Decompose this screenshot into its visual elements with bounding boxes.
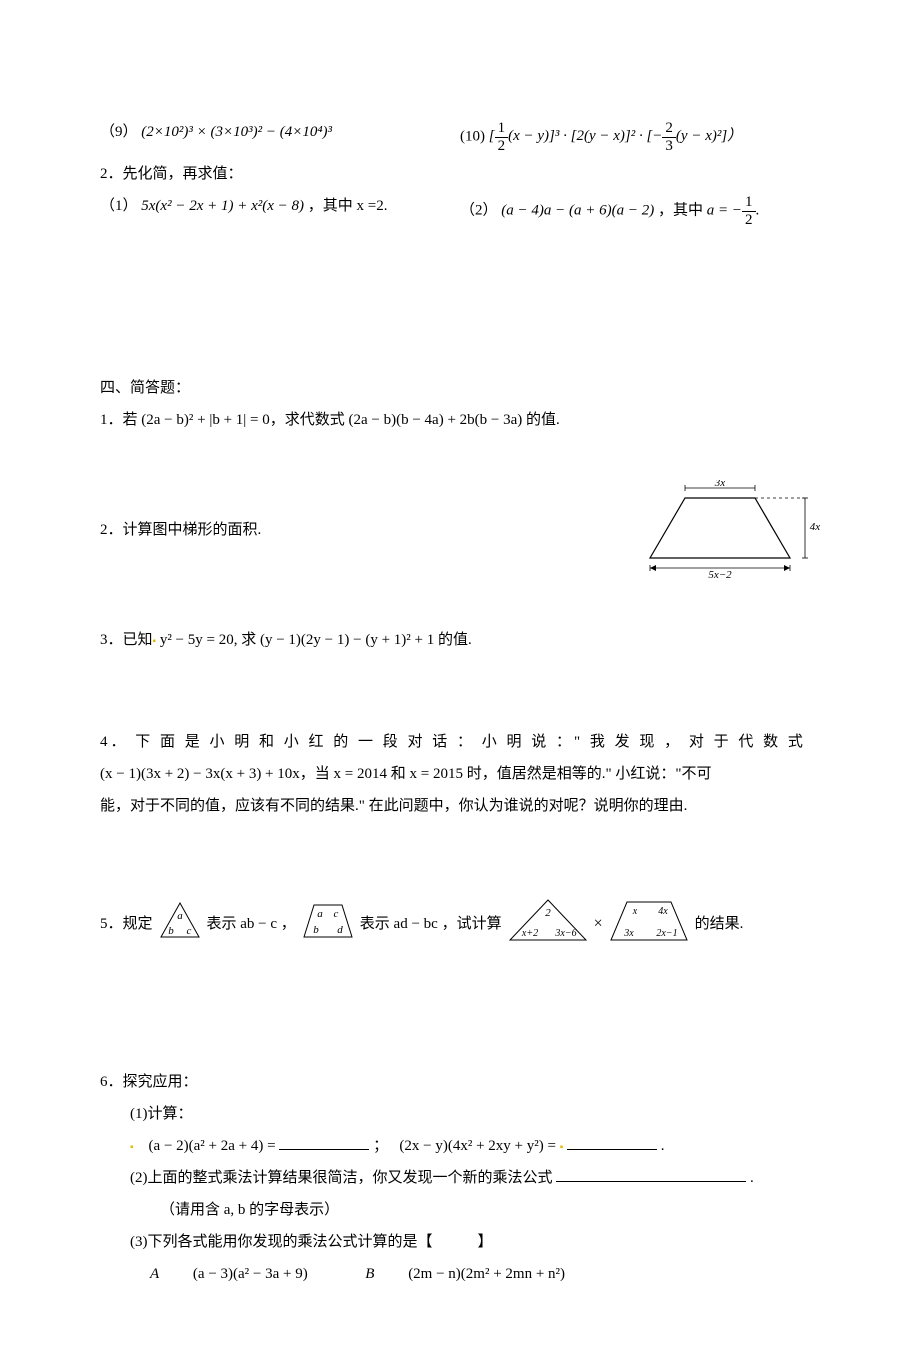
- q6-1-label: (1)计算：: [100, 1102, 820, 1126]
- edit-marker-icon-2: ▪: [130, 1142, 134, 1153]
- blank-1: [279, 1134, 369, 1150]
- tri2-c: 3x−6: [554, 928, 576, 939]
- q6-1-eq: =: [267, 1138, 279, 1154]
- q6-2-text: (2)上面的整式乘法计算结果很简洁，你又发现一个新的乘法公式: [130, 1170, 553, 1186]
- trap-bottom-label: 5x−2: [708, 569, 732, 580]
- q5-end: 的结果.: [695, 912, 744, 936]
- q10-frac1-num: 1: [495, 120, 509, 138]
- trapezoid-abcd-icon: a c b d: [300, 899, 356, 949]
- q6-1-expr2: (2x − y)(4x² + 2xy + y²): [399, 1138, 543, 1154]
- trap1-a: a: [317, 908, 323, 920]
- q4-4-expr: (x − 1)(3x + 2) − 3x(x + 3) + 10x: [100, 766, 300, 782]
- triangle-abc-icon: a b c: [157, 899, 203, 949]
- sec2-title: 2．先化简，再求值：: [100, 162, 820, 186]
- q10-expr: [12(x − y)]³ · [2(y − x)]² · [−23(y − x)…: [489, 128, 742, 144]
- tri2-a: 2: [545, 907, 551, 919]
- q4-1: 1．若 (2a − b)² + |b + 1| = 0，求代数式 (2a − b…: [100, 408, 820, 432]
- sec2-subrow: （1） 5x(x² − 2x + 1) + x²(x − 8) ，其中 x =2…: [100, 194, 820, 228]
- q6-1-eq2: =: [547, 1138, 555, 1154]
- sec2-2-den: 2: [742, 212, 756, 229]
- trapezoid-figure: 3x 4x 5x−2: [640, 480, 820, 580]
- q6-3: (3)下列各式能用你发现的乘法公式计算的是【 】: [100, 1230, 820, 1254]
- problem-10: (10) [12(x − y)]³ · [2(y − x)]² · [−23(y…: [460, 120, 820, 154]
- q10-mid: (x − y)]³ · [2(y − x)]² · [−: [508, 128, 662, 144]
- q4-4-line2: (x − 1)(3x + 2) − 3x(x + 3) + 10x，当 x = …: [100, 762, 820, 786]
- q10-label: (10): [460, 128, 485, 144]
- q10-frac2-den: 3: [662, 138, 676, 155]
- trap1-d: d: [337, 924, 343, 936]
- trap-top-label: 3x: [714, 480, 726, 489]
- q10-frac2-num: 2: [662, 120, 676, 138]
- q4-4-mid: ，当 x = 2014 和 x = 2015 时，值居然是相等的." 小红说："…: [300, 766, 712, 782]
- problem-9: （9） (2×10²)³ × (3×10³)² − (4×10⁴)³: [100, 120, 460, 144]
- tri1-c: c: [186, 925, 191, 937]
- sec4-title: 四、简答题：: [100, 376, 820, 400]
- sec2-2-period: .: [756, 202, 760, 218]
- q10-frac1-den: 2: [495, 138, 509, 155]
- q6-2-period: .: [750, 1170, 754, 1186]
- tri1-b: b: [168, 925, 174, 937]
- sec2-1-cond: ，其中 x =2.: [308, 198, 388, 214]
- sec2-2-num: 1: [742, 194, 756, 212]
- q6-3-B-label: B: [365, 1266, 374, 1282]
- sec2-1-expr: 5x(x² − 2x + 1) + x²(x − 8): [141, 198, 304, 214]
- blank-3: [556, 1166, 746, 1182]
- q5-mid2: 表示 ad − bc ，试计算: [360, 912, 502, 936]
- q4-4-line3: 能，对于不同的值，应该有不同的结果." 在此问题中，你认为谁说的对呢？说明你的理…: [100, 794, 820, 818]
- q6-1-expr1: (a − 2)(a² + 2a + 4): [149, 1138, 264, 1154]
- q6-title: 6．探究应用：: [100, 1070, 820, 1094]
- trapezoid-2-icon: x 4x 3x 2x−1: [607, 896, 691, 952]
- trap-right-label: 4x: [810, 521, 820, 533]
- q4-3-expr: y² − 5y = 20, 求 (y − 1)(2y − 1) − (y + 1…: [156, 632, 472, 648]
- blank-2: [567, 1134, 657, 1150]
- q10-suffix: (y − x)²]）: [676, 128, 742, 144]
- sec2-1-label: （1）: [100, 198, 138, 214]
- trap2-a: x: [631, 906, 637, 917]
- trap1-b: b: [313, 924, 319, 936]
- problem-9-10-row: （9） (2×10²)³ × (3×10³)² − (4×10⁴)³ (10) …: [100, 120, 820, 154]
- edit-marker-icon-3: ▪: [560, 1142, 564, 1153]
- q5-mid1: 表示 ab − c ，: [207, 912, 296, 936]
- tri2-b: x+2: [520, 928, 537, 939]
- sec2-2-expr: (a − 4)a − (a + 6)(a − 2): [501, 202, 654, 218]
- triangle-2-icon: 2 x+2 3x−6: [506, 896, 590, 952]
- q4-3-pre: 3．已知: [100, 632, 153, 648]
- trap2-c: 4x: [658, 906, 668, 917]
- q4-2-text: 2．计算图中梯形的面积.: [100, 518, 640, 542]
- q6-3-options: A (a − 3)(a² − 3a + 9) B (2m − n)(2m² + …: [100, 1262, 820, 1286]
- q6-1-period: .: [661, 1138, 665, 1154]
- q6-2-line: (2)上面的整式乘法计算结果很简洁，你又发现一个新的乘法公式 .: [100, 1166, 820, 1190]
- q6-3-B: (2m − n)(2m² + 2mn + n²): [408, 1266, 565, 1282]
- q5-row: 5．规定 a b c 表示 ab − c ， a c b d 表示 ad − b…: [100, 896, 820, 952]
- sec2-2-label: （2）: [460, 202, 498, 218]
- q4-4-line1: 4． 下 面 是 小 明 和 小 红 的 一 段 对 话 ： 小 明 说 ：" …: [100, 730, 820, 754]
- q6-2-hint: （请用含 a, b 的字母表示）: [100, 1198, 820, 1222]
- sec2-2-cond-pre: ，其中: [658, 202, 707, 218]
- sec2-2: （2） (a − 4)a − (a + 6)(a − 2) ，其中 a = −1…: [460, 194, 820, 228]
- tri1-a: a: [177, 910, 183, 922]
- q4-3: 3．已知▪ y² − 5y = 20, 求 (y − 1)(2y − 1) − …: [100, 628, 820, 652]
- q9-expr: (2×10²)³ × (3×10³)² − (4×10⁴)³: [141, 124, 332, 140]
- q5-times: ×: [594, 911, 603, 937]
- q6-3-A-label: A: [150, 1266, 159, 1282]
- q6-1-line: ▪ (a − 2)(a² + 2a + 4) = ； (2x − y)(4x² …: [100, 1134, 820, 1158]
- sec2-2-aeq: a = −: [707, 202, 742, 218]
- trap2-b: 3x: [623, 928, 634, 939]
- trap1-c: c: [333, 908, 338, 920]
- trap2-d: 2x−1: [656, 928, 677, 939]
- q6-3-A: (a − 3)(a² − 3a + 9): [193, 1266, 308, 1282]
- sec2-1: （1） 5x(x² − 2x + 1) + x²(x − 8) ，其中 x =2…: [100, 194, 460, 218]
- q5-pre: 5．规定: [100, 912, 153, 936]
- q9-label: （9）: [100, 124, 138, 140]
- q4-2-row: 2．计算图中梯形的面积. 3x 4x: [100, 480, 820, 580]
- q6-1-sep: ；: [373, 1138, 388, 1154]
